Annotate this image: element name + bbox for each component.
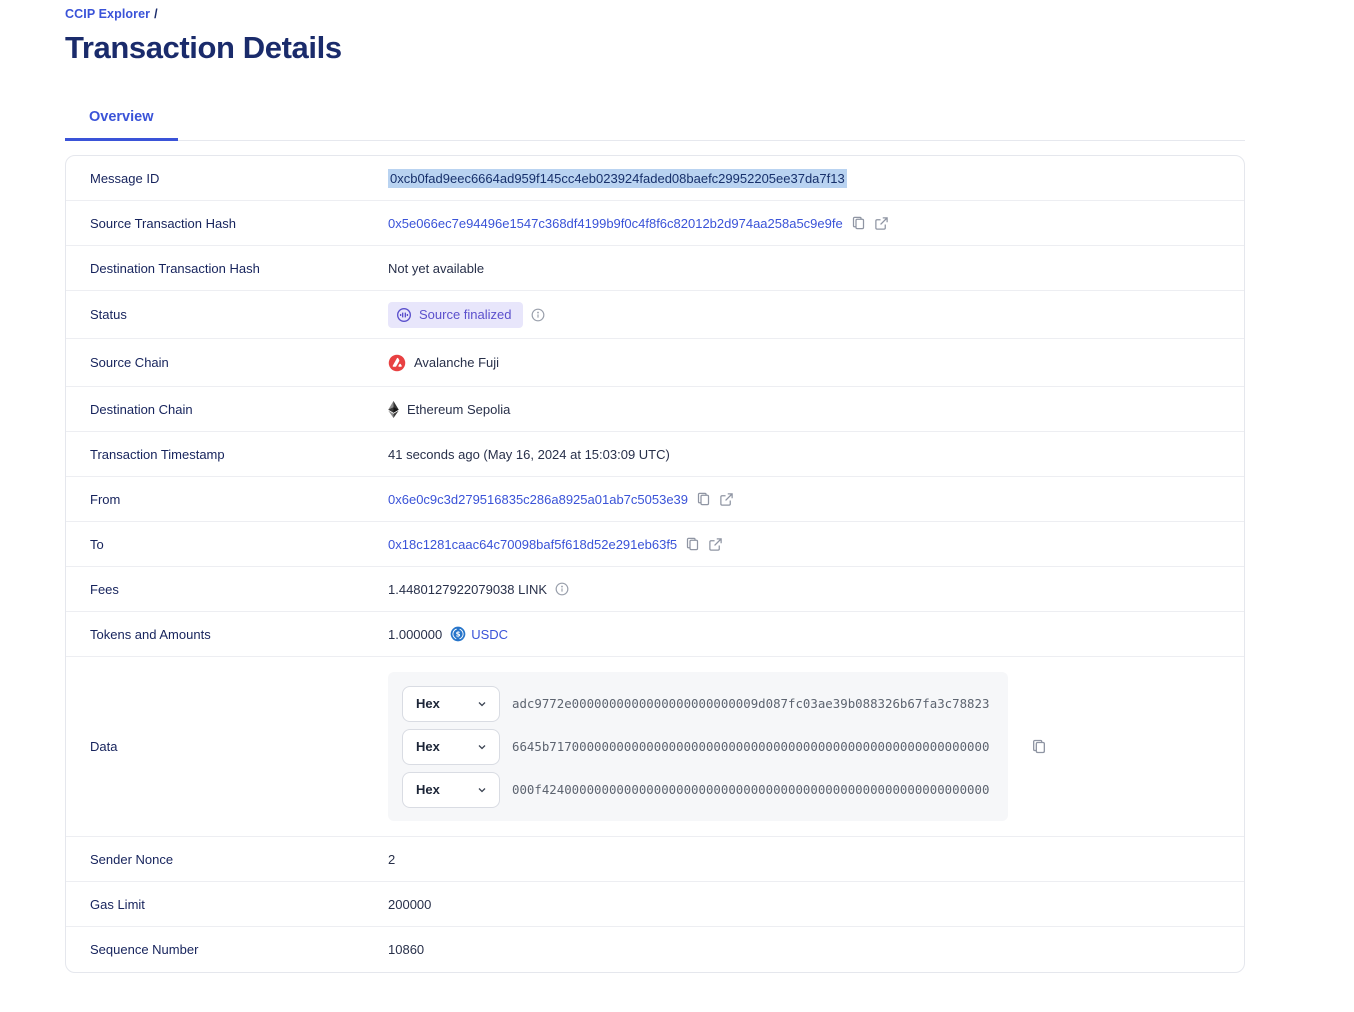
row-fees: Fees 1.4480127922079038 LINK <box>66 567 1244 612</box>
data-hex-line: adc9772e0000000000000000000000009d087fc0… <box>512 696 990 711</box>
data-format-select[interactable]: Hex <box>402 685 500 722</box>
breadcrumb-separator: / <box>154 7 158 21</box>
data-label: Data <box>90 739 118 754</box>
gas-limit-label: Gas Limit <box>90 896 145 912</box>
dest-chain-label: Destination Chain <box>90 401 193 417</box>
chevron-down-icon <box>476 784 488 796</box>
row-source-chain: Source Chain Avalanche Fuji <box>66 339 1244 387</box>
data-line: Hex adc9772e0000000000000000000000009d08… <box>402 682 992 725</box>
copy-icon[interactable] <box>851 215 866 231</box>
row-from: From 0x6e0c9c3d279516835c286a8925a01ab7c… <box>66 477 1244 522</box>
row-message-id: Message ID 0xcb0fad9eec6664ad959f145cc4e… <box>66 156 1244 201</box>
row-sender-nonce: Sender Nonce 2 <box>66 837 1244 882</box>
sender-nonce-label: Sender Nonce <box>90 851 174 867</box>
data-format-value: Hex <box>416 782 440 797</box>
source-finalized-icon <box>396 307 412 323</box>
from-address-link[interactable]: 0x6e0c9c3d279516835c286a8925a01ab7c5053e… <box>388 491 689 507</box>
to-label: To <box>90 536 104 552</box>
status-badge: Source finalized <box>388 301 523 328</box>
chevron-down-icon <box>476 698 488 710</box>
row-sequence-number: Sequence Number 10860 <box>66 927 1244 972</box>
source-chain-value: Avalanche Fuji <box>414 355 500 370</box>
avalanche-fuji-icon <box>388 354 406 372</box>
fees-label: Fees <box>90 581 119 597</box>
dest-tx-hash-label: Destination Transaction Hash <box>90 260 260 276</box>
breadcrumb-link-ccip-explorer[interactable]: CCIP Explorer <box>65 7 151 21</box>
row-destination-transaction-hash: Destination Transaction Hash Not yet ava… <box>66 246 1244 291</box>
row-to: To 0x18c1281caac64c70098baf5f618d52e291e… <box>66 522 1244 567</box>
timestamp-label: Transaction Timestamp <box>90 446 225 462</box>
message-id-value: 0xcb0fad9eec6664ad959f145cc4eb023924fade… <box>388 168 847 188</box>
breadcrumb: CCIP Explorer / <box>65 7 1245 21</box>
to-address-link[interactable]: 0x18c1281caac64c70098baf5f618d52e291eb63… <box>388 536 678 552</box>
source-tx-hash-link[interactable]: 0x5e066ec7e94496e1547c368df4199b9f0c4f8f… <box>388 215 843 231</box>
message-id-label: Message ID <box>90 170 160 186</box>
status-label: Status <box>90 307 127 322</box>
row-destination-chain: Destination Chain Ethereum Sepolia <box>66 387 1244 432</box>
data-hex-line: 6645b71700000000000000000000000000000000… <box>512 739 990 754</box>
copy-icon[interactable] <box>1031 738 1047 755</box>
source-chain-label: Source Chain <box>90 355 169 370</box>
row-gas-limit: Gas Limit 200000 <box>66 882 1244 927</box>
copy-icon[interactable] <box>685 536 700 552</box>
tab-bar: Overview <box>65 109 1245 141</box>
source-tx-hash-label: Source Transaction Hash <box>90 215 236 231</box>
page-title: Transaction Details <box>65 30 342 65</box>
details-card: Message ID 0xcb0fad9eec6664ad959f145cc4e… <box>65 155 1245 973</box>
row-status: Status Source finalized <box>66 291 1244 339</box>
row-source-transaction-hash: Source Transaction Hash 0x5e066ec7e94496… <box>66 201 1244 246</box>
sender-nonce-value: 2 <box>388 851 396 867</box>
ethereum-sepolia-icon <box>388 400 399 418</box>
data-hex-line: 000f424000000000000000000000000000000000… <box>512 782 990 797</box>
sequence-number-label: Sequence Number <box>90 942 199 957</box>
tokens-label: Tokens and Amounts <box>90 626 211 642</box>
token-amount-value: 1.000000 <box>388 626 443 642</box>
usdc-icon: $ <box>450 626 466 642</box>
svg-text:$: $ <box>456 631 461 639</box>
token-usdc-link[interactable]: $ USDC <box>450 626 508 642</box>
external-link-icon[interactable] <box>708 537 723 552</box>
copy-icon[interactable] <box>696 491 711 507</box>
timestamp-value: 41 seconds ago (May 16, 2024 at 15:03:09… <box>388 446 670 462</box>
data-format-value: Hex <box>416 739 440 754</box>
dest-tx-hash-value: Not yet available <box>388 260 485 276</box>
status-info-icon[interactable] <box>531 308 545 322</box>
gas-limit-value: 200000 <box>388 896 432 912</box>
chevron-down-icon <box>476 741 488 753</box>
data-format-select[interactable]: Hex <box>402 728 500 765</box>
data-line: Hex 000f42400000000000000000000000000000… <box>402 768 992 811</box>
tab-overview[interactable]: Overview <box>65 109 178 141</box>
fees-value: 1.4480127922079038 LINK <box>388 581 548 597</box>
data-hex-panel: Hex adc9772e0000000000000000000000009d08… <box>388 672 1008 821</box>
row-tokens-and-amounts: Tokens and Amounts 1.000000 $ USDC <box>66 612 1244 657</box>
data-line: Hex 6645b7170000000000000000000000000000… <box>402 725 992 768</box>
status-badge-text: Source finalized <box>419 307 512 322</box>
from-label: From <box>90 491 121 507</box>
external-link-icon[interactable] <box>719 492 734 507</box>
data-format-select[interactable]: Hex <box>402 771 500 808</box>
fees-info-icon[interactable] <box>555 582 569 596</box>
dest-chain-value: Ethereum Sepolia <box>407 401 511 417</box>
transaction-details-page: CCIP Explorer / Transaction Details Overv… <box>65 7 1245 973</box>
row-data: Data Hex adc9772e00000000000000000000000… <box>66 657 1244 837</box>
external-link-icon[interactable] <box>874 216 889 231</box>
row-transaction-timestamp: Transaction Timestamp 41 seconds ago (Ma… <box>66 432 1244 477</box>
token-symbol: USDC <box>471 626 509 642</box>
data-format-value: Hex <box>416 696 440 711</box>
sequence-number-value: 10860 <box>388 942 425 957</box>
